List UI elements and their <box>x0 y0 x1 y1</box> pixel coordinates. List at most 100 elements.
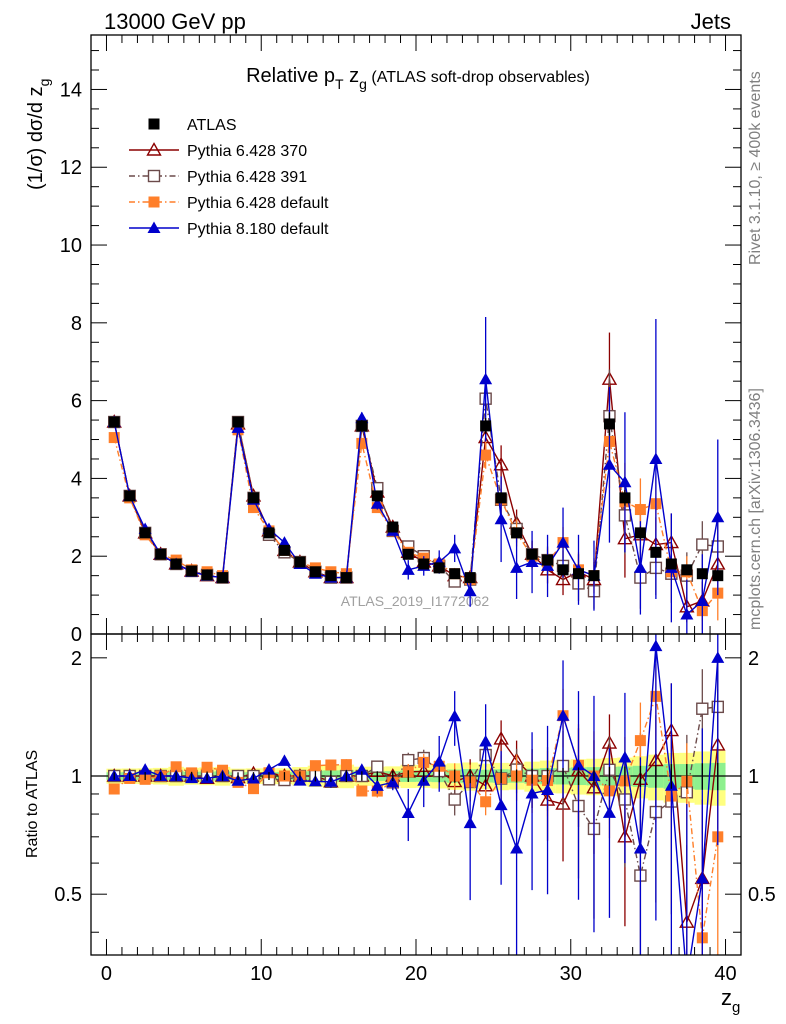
data-point <box>711 510 725 523</box>
data-point <box>555 571 571 586</box>
ratio-point <box>479 735 493 747</box>
data-point <box>356 420 368 432</box>
data-point <box>371 490 383 502</box>
data-point <box>588 570 600 582</box>
ratio-axis-title: Ratio to ATLAS <box>24 750 41 858</box>
ratio-point <box>356 785 368 797</box>
ratio-point <box>649 639 663 652</box>
ratio-point <box>618 751 632 763</box>
data-point <box>573 568 584 580</box>
data-point <box>387 521 399 533</box>
x-tick-label: 10 <box>250 963 272 985</box>
x-tick-label: 20 <box>405 963 427 985</box>
data-point <box>493 456 509 471</box>
data-point <box>401 563 415 575</box>
data-point <box>155 548 167 560</box>
series-0-ratio <box>113 762 719 791</box>
data-point <box>696 538 709 551</box>
data-point <box>511 527 523 539</box>
ratio-point <box>448 793 461 806</box>
ratio-point <box>633 841 647 854</box>
data-point <box>680 608 694 620</box>
legend-marker <box>146 142 162 156</box>
ratio-point <box>572 758 585 771</box>
x-tick-label: 0 <box>101 963 112 985</box>
y-tick-label: 0 <box>71 624 82 646</box>
ratio-point <box>370 779 384 791</box>
data-point <box>449 568 461 580</box>
ratio-point <box>138 763 152 775</box>
series-line <box>113 398 718 593</box>
ratio-point <box>277 754 291 766</box>
legend-label: Pythia 6.428 default <box>187 195 329 212</box>
legend-marker <box>147 169 161 183</box>
y-tick-label: 8 <box>71 313 82 335</box>
data-point <box>618 475 632 488</box>
data-point <box>619 492 631 504</box>
ratio-point <box>201 761 213 773</box>
data-point <box>634 527 646 539</box>
series-0-main <box>108 412 724 584</box>
series-ratio-line <box>114 645 719 955</box>
ratio-point <box>541 783 555 796</box>
ratio-point <box>170 761 182 773</box>
y-tick-label: 2 <box>71 546 82 568</box>
data-point <box>217 572 229 584</box>
ratio-point <box>108 783 120 795</box>
y-tick-label: 6 <box>71 391 82 413</box>
data-point <box>681 564 693 576</box>
ratio-point <box>262 763 276 775</box>
data-point <box>170 558 182 570</box>
series-ratio-line <box>113 696 719 938</box>
chart-title: Relative pT zg (ATLAS soft-drop observab… <box>246 65 590 92</box>
ratio-tick-label-right: 1 <box>748 766 759 788</box>
data-point <box>340 572 352 584</box>
ratio-point <box>680 973 693 985</box>
series-line <box>113 429 719 612</box>
data-point <box>695 594 709 606</box>
data-point <box>495 492 507 504</box>
data-point <box>650 546 662 558</box>
data-point <box>418 558 430 570</box>
legend-entry: Pythia 8.180 default <box>129 221 329 238</box>
rivet-version-label: Rivet 3.1.10, ≥ 400k events <box>747 71 764 265</box>
legend-label: Pythia 6.428 391 <box>187 169 307 186</box>
legend-entry: ATLAS <box>148 117 237 134</box>
legend-entry: Pythia 6.428 391 <box>129 169 307 186</box>
data-point <box>649 452 663 464</box>
ratio-point <box>696 702 709 715</box>
ratio-point <box>463 816 477 829</box>
series-1-main <box>106 332 726 623</box>
y-tick-label: 10 <box>60 235 82 257</box>
ratio-point <box>556 709 570 721</box>
legend-entry: Pythia 6.428 370 <box>129 142 307 160</box>
data-point <box>355 411 369 424</box>
legend-label: Pythia 6.428 370 <box>187 143 307 160</box>
data-point <box>248 492 259 504</box>
ratio-point <box>386 775 400 788</box>
data-point <box>294 556 306 568</box>
data-point <box>108 416 120 428</box>
main-plot-area <box>106 316 726 634</box>
data-point <box>370 497 384 509</box>
ratio-point <box>401 806 415 819</box>
ratio-point <box>695 871 709 884</box>
ratio-point <box>711 651 725 663</box>
y-tick-label: 14 <box>60 79 82 101</box>
ratio-point <box>494 798 508 811</box>
data-point <box>479 372 493 385</box>
legend-marker <box>147 221 161 233</box>
data-point <box>510 561 524 573</box>
ratio-point <box>355 763 369 775</box>
ratio-tick-label-right: 2 <box>748 648 759 670</box>
ratio-point <box>480 796 492 808</box>
data-point <box>494 512 508 525</box>
x-tick-label: 40 <box>714 963 736 985</box>
data-point <box>278 544 290 556</box>
legend-marker <box>148 196 160 208</box>
data-point <box>232 416 244 428</box>
data-point <box>325 570 337 582</box>
ratio-point <box>493 731 509 745</box>
